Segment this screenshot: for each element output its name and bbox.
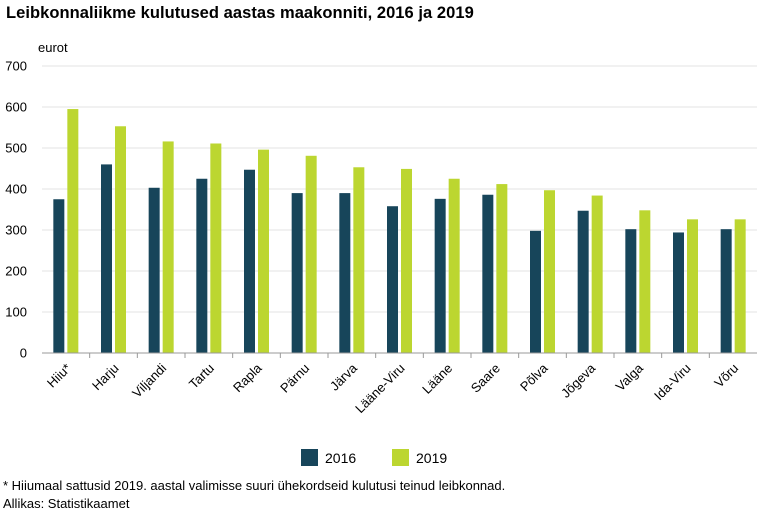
y-axis-ticks: 0 100 200 300 400 500 600 700 bbox=[5, 59, 27, 361]
legend: 2016 2019 bbox=[301, 449, 447, 466]
bar-2019-lääne bbox=[448, 178, 460, 353]
legend-swatch-2016 bbox=[301, 449, 318, 466]
bar-2016-põlva bbox=[530, 230, 541, 353]
bar-2019-võru bbox=[734, 219, 746, 353]
bar-2019-viljandi bbox=[162, 141, 174, 353]
y-axis-unit-label: eurot bbox=[38, 40, 68, 55]
bar-2019-järva bbox=[353, 167, 365, 353]
x-tick-label: Ida-Viru bbox=[651, 361, 694, 404]
bar-2016-tartu bbox=[196, 178, 208, 353]
bar-2016-järva bbox=[339, 193, 351, 353]
y-tick-label: 500 bbox=[5, 141, 27, 156]
x-tick-label: Põlva bbox=[517, 360, 551, 394]
bar-2016-harju bbox=[101, 164, 112, 353]
bar-2019-lääne-viru bbox=[401, 168, 412, 353]
bar-2016-lääne-viru bbox=[387, 206, 398, 353]
x-tick-label: Harju bbox=[89, 361, 122, 394]
y-tick-label: 700 bbox=[5, 59, 27, 74]
bar-2016-viljandi bbox=[148, 187, 160, 353]
bar-2019-valga bbox=[639, 210, 651, 353]
gridlines bbox=[42, 65, 757, 313]
bar-2019-saare bbox=[496, 184, 508, 353]
source-note: Allikas: Statistikaamet bbox=[3, 496, 130, 511]
x-axis-labels: Hiiu* Harju Viljandi Tartu Rapla Pärnu JärvaLä… bbox=[44, 360, 741, 416]
x-tick-label: Võru bbox=[711, 361, 741, 391]
x-axis bbox=[42, 352, 757, 358]
bar-2019-hiiu- bbox=[67, 109, 79, 353]
y-tick-label: 600 bbox=[5, 100, 27, 115]
bar-2016-hiiu- bbox=[53, 199, 65, 353]
bars bbox=[53, 109, 746, 354]
x-tick-label: Rapla bbox=[230, 360, 265, 395]
bar-2019-pärnu bbox=[305, 155, 317, 353]
legend-swatch-2019 bbox=[392, 449, 409, 466]
x-tick-label: Lääne bbox=[419, 361, 455, 397]
bar-2016-pärnu bbox=[291, 193, 303, 353]
x-tick-label: Jõgeva bbox=[558, 360, 599, 401]
legend-label-2019: 2019 bbox=[416, 450, 447, 466]
legend-label-2016: 2016 bbox=[325, 450, 356, 466]
bar-2016-rapla bbox=[244, 169, 255, 353]
x-tick-label: Valga bbox=[613, 360, 647, 394]
bar-2019-rapla bbox=[258, 149, 269, 353]
x-tick-label: Saare bbox=[468, 361, 503, 396]
bar-2019-põlva bbox=[544, 190, 555, 353]
bar-2016-jõgeva bbox=[577, 210, 589, 353]
x-tick-label: Järva bbox=[327, 360, 361, 394]
bar-2016-lääne bbox=[434, 198, 446, 353]
x-tick-label: Lääne-Viru bbox=[352, 361, 407, 416]
chart-title: Leibkonnaliikme kulutused aastas maakonn… bbox=[6, 4, 474, 22]
x-tick-label: Viljandi bbox=[129, 360, 169, 400]
bar-2016-valga bbox=[625, 229, 637, 353]
bar-2019-ida-viru bbox=[687, 219, 698, 353]
y-tick-label: 200 bbox=[5, 264, 27, 279]
x-tick-label: Pärnu bbox=[277, 361, 312, 396]
y-tick-label: 100 bbox=[5, 305, 27, 320]
y-tick-label: 300 bbox=[5, 223, 27, 238]
bar-2016-saare bbox=[482, 194, 494, 353]
bar-2016-ida-viru bbox=[673, 232, 684, 353]
bar-2019-harju bbox=[115, 126, 126, 354]
y-tick-label: 0 bbox=[20, 346, 27, 361]
y-tick-label: 400 bbox=[5, 182, 27, 197]
x-tick-label: Tartu bbox=[186, 361, 217, 392]
bar-2019-jõgeva bbox=[591, 195, 603, 353]
footnote: * Hiiumaal sattusid 2019. aastal valimis… bbox=[3, 478, 506, 493]
bar-2019-tartu bbox=[210, 143, 222, 353]
x-tick-label: Hiiu* bbox=[44, 361, 74, 391]
bar-2016-võru bbox=[720, 229, 732, 353]
